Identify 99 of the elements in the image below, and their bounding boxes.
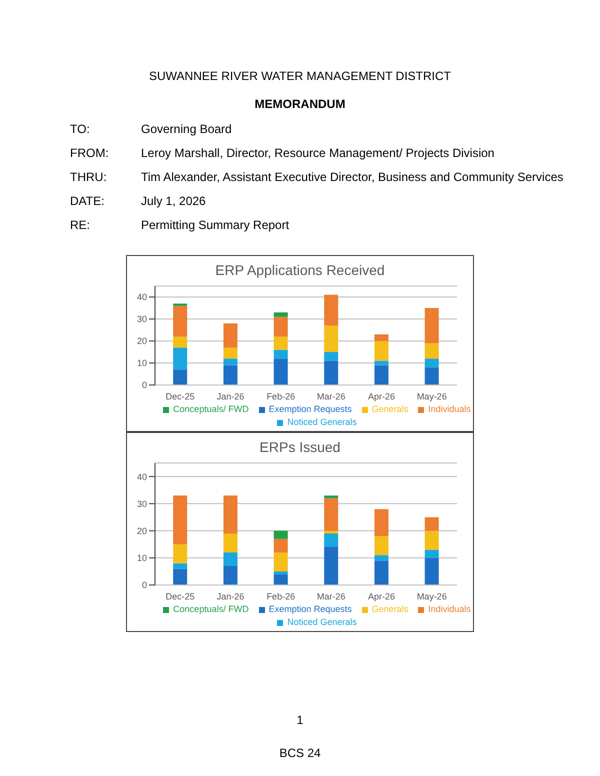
bar	[374, 334, 388, 341]
bar	[173, 370, 188, 385]
text: Permitting Summary Report	[141, 218, 290, 232]
y-tick-label: 30	[136, 498, 147, 509]
x-tick-label: Feb-26	[266, 591, 296, 602]
y-tick-label: 0	[142, 380, 147, 390]
bar	[424, 367, 439, 385]
y-tick-label: 20	[136, 526, 147, 536]
x-tick-label: Mar-26	[316, 591, 346, 602]
bar	[424, 308, 439, 344]
bar	[173, 348, 188, 370]
text: THRU:	[70, 170, 107, 184]
bar	[223, 533, 238, 552]
text: DATE:	[70, 194, 104, 208]
bar	[173, 496, 188, 544]
bar	[274, 571, 288, 574]
bar	[173, 336, 188, 348]
y-tick-label: 0	[142, 580, 147, 590]
text: MEMORANDUM	[254, 97, 346, 111]
bar	[424, 343, 439, 359]
bar	[424, 558, 439, 585]
text: BCS 24	[278, 746, 322, 760]
bar	[223, 348, 238, 359]
bar	[324, 533, 338, 548]
text: Tim Alexander, Assistant Executive Director, Business and Community Services	[141, 170, 564, 184]
x-tick-label: Mar-26	[316, 391, 346, 402]
bar	[274, 336, 288, 350]
y-tick-label: 40	[136, 292, 147, 302]
bar	[324, 326, 338, 352]
bar	[223, 323, 238, 348]
bar	[374, 555, 388, 561]
bar	[424, 550, 439, 558]
bar	[324, 294, 338, 326]
bar	[424, 358, 439, 368]
bar	[324, 352, 338, 361]
x-tick-label: Dec-25	[166, 591, 195, 602]
text: SUWANNEE RIVER WATER MANAGEMENT DISTRICT	[148, 69, 452, 83]
bar	[324, 530, 338, 534]
bar	[374, 509, 388, 536]
x-tick-label: Jan-26	[216, 391, 244, 402]
x-tick-label: Apr-26	[368, 591, 396, 602]
x-tick-label: Dec-25	[166, 391, 195, 402]
bar	[324, 547, 338, 585]
bar	[424, 517, 439, 531]
legend-label: Conceptuals/ FWD	[173, 404, 249, 414]
bar	[374, 341, 388, 361]
bar	[374, 536, 388, 556]
y-tick-label: 30	[136, 314, 147, 324]
bar	[274, 574, 288, 585]
text: Governing Board	[141, 122, 232, 136]
bar	[374, 360, 388, 366]
bar	[173, 568, 188, 585]
x-tick-label: Feb-26	[266, 391, 296, 402]
legend-label: Individuals	[428, 404, 471, 414]
bar	[173, 544, 188, 564]
x-tick-label: May-26	[416, 391, 447, 402]
y-tick-label: 40	[136, 472, 147, 482]
legend-label: Conceptuals/ FWD	[173, 604, 249, 614]
y-tick-label: 20	[136, 336, 147, 346]
x-tick-label: Apr-26	[368, 391, 396, 402]
bar	[274, 350, 288, 359]
legend-label: Generals	[372, 604, 408, 614]
bar	[274, 552, 288, 572]
bar	[374, 365, 388, 385]
bar	[274, 538, 288, 552]
bar	[274, 530, 288, 539]
x-tick-label: Jan-26	[216, 591, 244, 602]
x-tick-label: May-26	[416, 591, 447, 602]
bar	[274, 312, 288, 317]
bar	[173, 306, 188, 337]
bar	[223, 358, 238, 366]
legend-label: Generals	[372, 404, 408, 414]
bar	[223, 496, 238, 534]
legend-label: Noticed Generals	[287, 417, 357, 427]
text: 1	[296, 713, 304, 727]
chart-title: ERP Applications Received	[214, 262, 386, 280]
text: July 1, 2026	[141, 194, 206, 208]
bar	[223, 552, 238, 566]
bar	[173, 563, 188, 569]
legend-label: Noticed Generals	[287, 617, 357, 627]
bar	[223, 566, 238, 585]
bar	[374, 560, 388, 585]
y-tick-label: 10	[136, 553, 147, 564]
bar	[324, 498, 338, 531]
legend-label: Exemption Requests	[268, 604, 352, 614]
bar	[274, 358, 288, 385]
text: RE:	[70, 218, 90, 232]
legend-label: Exemption Requests	[268, 404, 352, 414]
text: FROM:	[70, 146, 109, 160]
bar	[424, 530, 439, 550]
text: Leroy Marshall, Director, Resource Management/ Projects Division	[141, 146, 494, 160]
y-tick-label: 10	[136, 358, 147, 368]
bar	[324, 496, 338, 498]
legend-label: Individuals	[428, 604, 471, 614]
text: TO:	[70, 122, 90, 136]
chart-title: ERPs Issued	[258, 439, 342, 457]
bar	[274, 316, 288, 337]
bar	[324, 360, 338, 385]
bar	[223, 365, 238, 385]
